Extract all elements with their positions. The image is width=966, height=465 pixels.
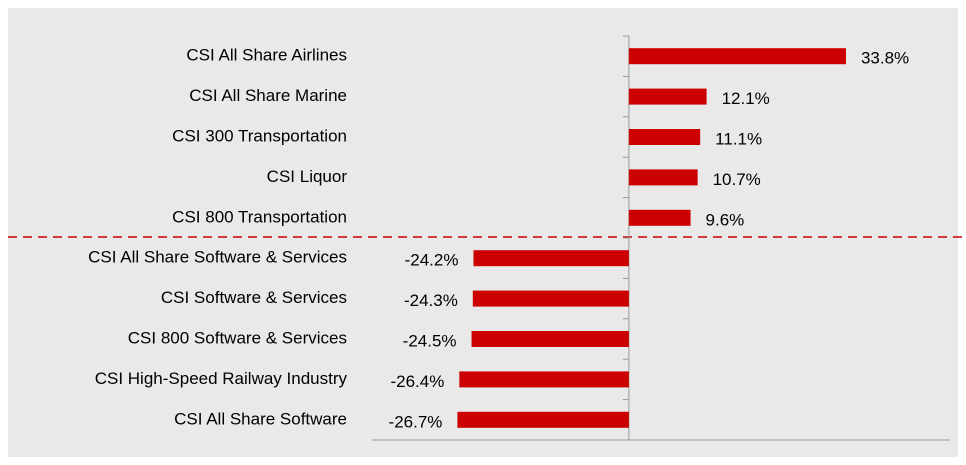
category-label: CSI Liquor xyxy=(267,167,348,186)
bar xyxy=(628,48,846,65)
bar xyxy=(473,250,629,267)
value-label: -24.3% xyxy=(404,291,458,310)
bar xyxy=(471,331,629,347)
value-label: 9.6% xyxy=(706,210,745,229)
category-label: CSI 800 Transportation xyxy=(172,207,347,226)
bar xyxy=(628,88,707,105)
value-label: 12.1% xyxy=(722,89,770,108)
category-label: CSI All Share Software & Services xyxy=(88,248,347,267)
chart-background xyxy=(8,8,958,457)
value-label: -24.5% xyxy=(403,331,457,350)
category-label: CSI 800 Software & Services xyxy=(128,328,347,347)
bar xyxy=(628,209,691,226)
category-label: CSI High-Speed Railway Industry xyxy=(95,369,348,388)
category-label: CSI All Share Marine xyxy=(189,86,347,105)
bar xyxy=(457,411,629,428)
value-label: 11.1% xyxy=(715,129,762,148)
value-label: 10.7% xyxy=(713,170,761,189)
value-label: -24.2% xyxy=(405,251,459,270)
bar xyxy=(628,169,698,186)
bar xyxy=(459,371,629,388)
category-label: CSI All Share Software xyxy=(174,409,347,428)
category-label: CSI All Share Airlines xyxy=(186,46,347,65)
value-label: -26.7% xyxy=(389,412,443,431)
category-label: CSI Software & Services xyxy=(161,288,347,307)
value-label: -26.4% xyxy=(390,372,444,391)
bar xyxy=(472,290,629,307)
bar xyxy=(628,129,701,145)
category-label: CSI 300 Transportation xyxy=(172,126,347,145)
value-label: 33.8% xyxy=(861,49,909,68)
